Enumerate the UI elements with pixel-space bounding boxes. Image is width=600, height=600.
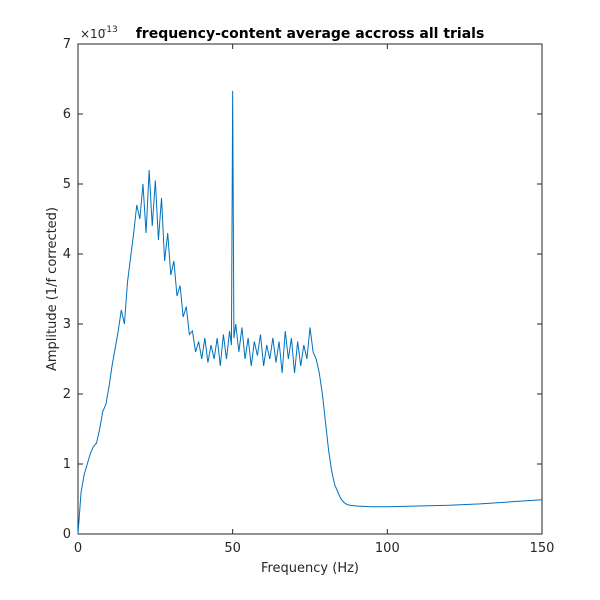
y-tick-label: 6: [63, 107, 71, 122]
y-tick-label: 7: [63, 37, 71, 52]
y-tick-label: 0: [63, 527, 71, 542]
chart-title: frequency-content average accross all tr…: [136, 26, 485, 42]
y-tick-label: 3: [63, 317, 71, 332]
x-axis-label: Frequency (Hz): [261, 561, 359, 576]
y-tick-label: 4: [63, 247, 71, 262]
x-tick-label: 0: [74, 541, 82, 556]
x-tick-label: 100: [375, 541, 400, 556]
y-multiplier-base: ×10: [80, 27, 105, 41]
y-tick-label: 1: [63, 457, 71, 472]
x-tick-label: 150: [530, 541, 555, 556]
y-tick-label: 2: [63, 387, 71, 402]
data-line: [77, 90, 543, 535]
y-tick-label: 5: [63, 177, 71, 192]
plot-area: [77, 43, 543, 535]
y-multiplier-exponent: -13: [103, 25, 118, 35]
y-axis-label: Amplitude (1/f corrected): [45, 207, 60, 371]
x-tick-label: 50: [224, 541, 241, 556]
